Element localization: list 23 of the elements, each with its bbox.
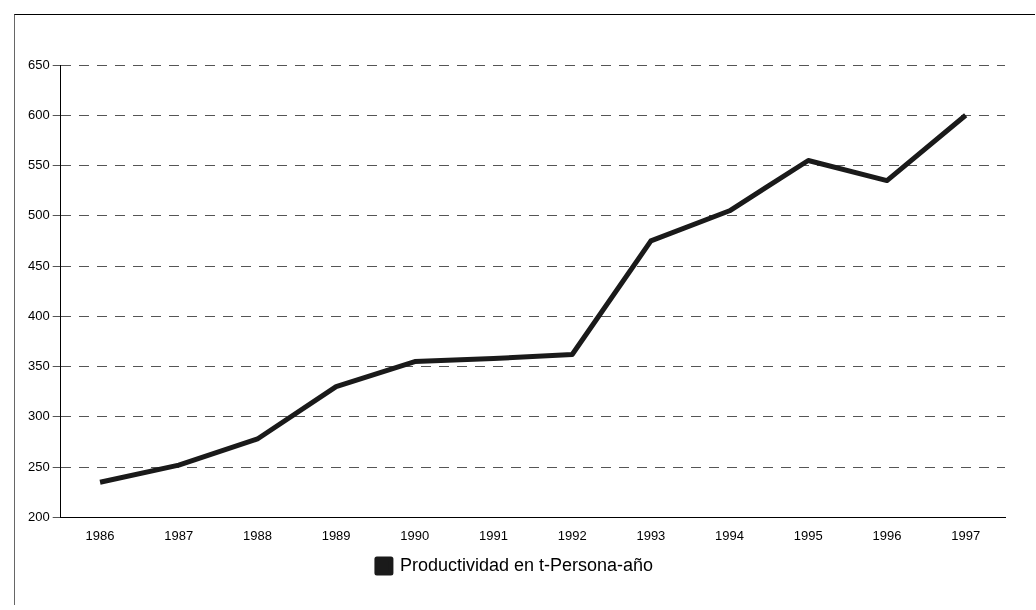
- x-tick-label: 1988: [242, 527, 272, 543]
- y-tick-label: 200: [27, 508, 50, 524]
- x-tick-label: 1991: [479, 527, 508, 543]
- x-tick-label: 1996: [872, 527, 902, 543]
- y-tick-label: 450: [27, 257, 50, 273]
- y-tick-label: 500: [27, 207, 50, 223]
- y-tick-label: 400: [27, 307, 50, 323]
- y-tick-label: 350: [27, 358, 50, 374]
- y-tick-label: 600: [27, 106, 50, 122]
- x-tick-label: 1986: [85, 527, 115, 543]
- x-tick-label: 1995: [793, 527, 823, 543]
- y-tick-label: 300: [27, 408, 50, 424]
- y-tick-label: 550: [27, 157, 50, 173]
- y-tick-label: 250: [27, 458, 50, 474]
- x-tick-label: 1990: [400, 527, 430, 543]
- legend-label: Productividad en t-Persona-año: [399, 554, 654, 575]
- x-tick-label: 1987: [164, 527, 194, 543]
- x-tick-label: 1994: [715, 527, 745, 543]
- x-tick-label: 1992: [557, 527, 587, 543]
- y-tick-label: 650: [27, 56, 50, 72]
- x-tick-label: 1997: [951, 527, 981, 543]
- x-tick-label: 1989: [321, 527, 351, 543]
- x-tick-label: 1993: [636, 527, 666, 543]
